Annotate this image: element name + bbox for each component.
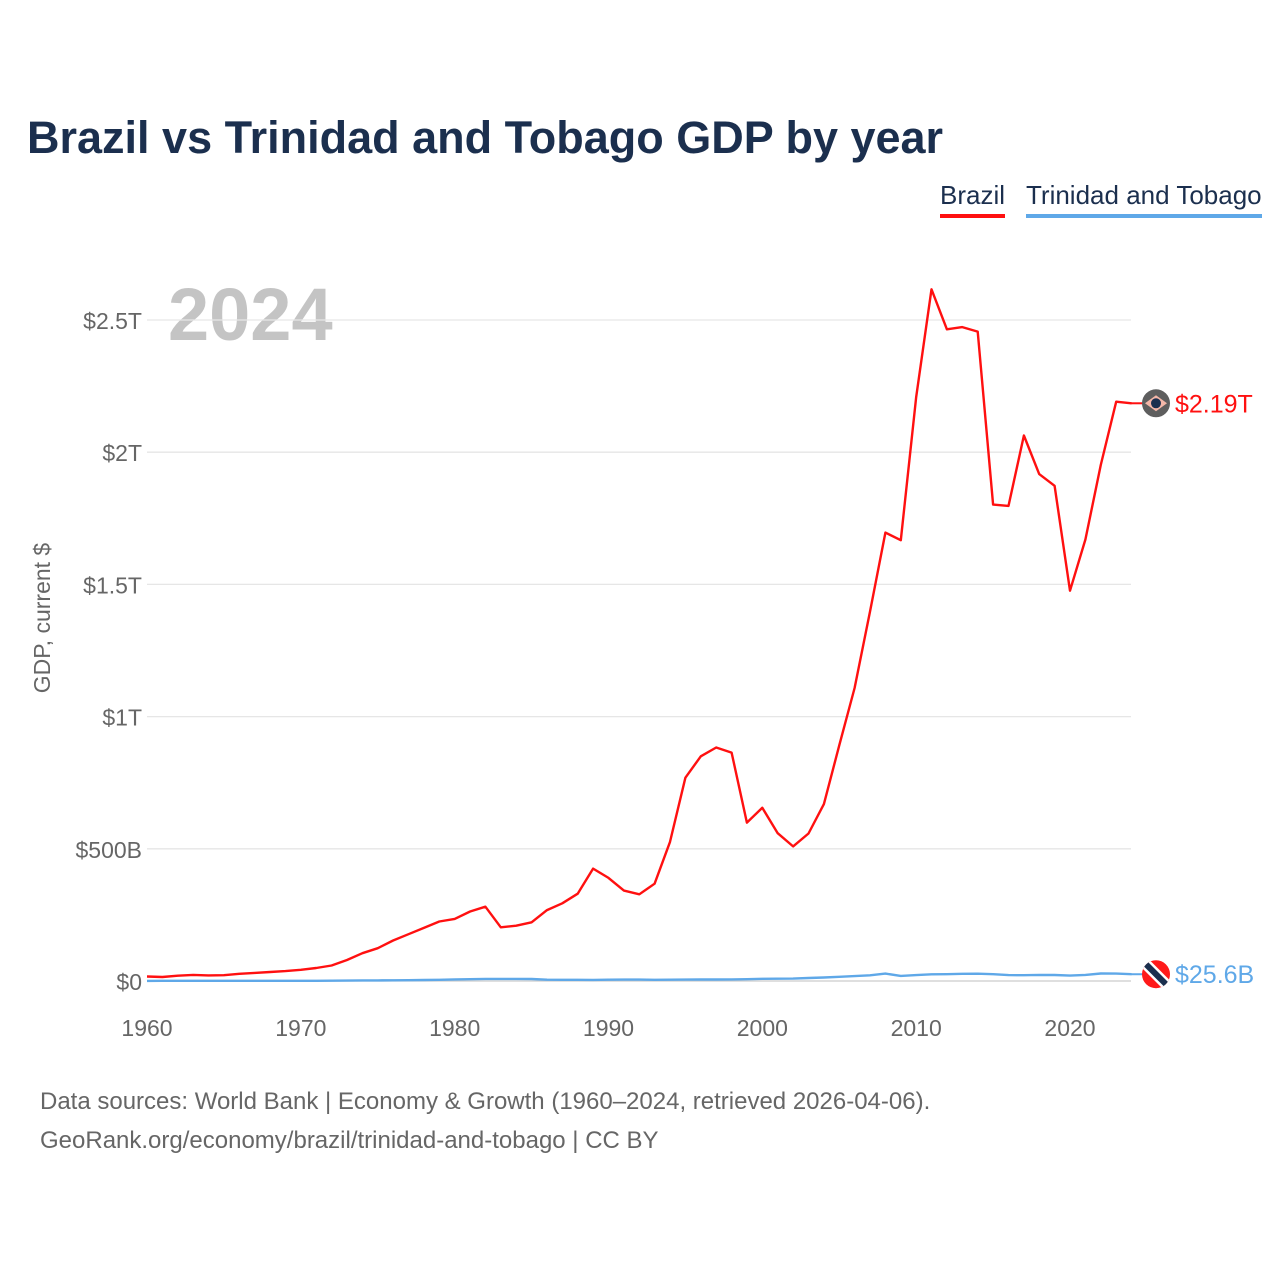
flag-body (1142, 960, 1170, 989)
trinidad-flag-icon (1142, 960, 1170, 989)
chart-title: Brazil vs Trinidad and Tobago GDP by yea… (27, 112, 944, 163)
y-axis-label: GDP, current $ (29, 543, 55, 694)
legend-item-trinidad-and-tobago[interactable]: Trinidad and Tobago (1026, 180, 1262, 218)
brazil-flag-icon (1142, 389, 1170, 418)
y-tick-label: $1T (102, 705, 142, 731)
x-tick-label: 1960 (121, 1015, 172, 1041)
x-tick-label: 1970 (275, 1015, 326, 1041)
year-watermark: 2024 (168, 273, 333, 356)
flag-globe (1151, 398, 1161, 409)
source-link[interactable]: GeoRank.org/economy/brazil/trinidad-and-… (40, 1127, 659, 1154)
end-value-label: $25.6B (1175, 961, 1254, 989)
x-tick-label: 1980 (429, 1015, 480, 1041)
x-tick-label: 2000 (737, 1015, 788, 1041)
y-tick-label: $2.5T (83, 308, 142, 334)
y-tick-label: $0 (116, 969, 142, 995)
series-line-brazil (146, 288, 1132, 979)
y-tick-label: $2T (102, 440, 142, 466)
x-tick-label: 1990 (583, 1015, 634, 1041)
x-tick-label: 2020 (1044, 1015, 1095, 1041)
y-tick-label: $500B (75, 837, 142, 863)
legend-item-brazil[interactable]: Brazil (940, 180, 1006, 218)
flag-stripe-black (1142, 960, 1170, 989)
end-value-label: $2.19T (1175, 390, 1253, 418)
x-tick-label: 2010 (891, 1015, 942, 1041)
data-sources: Data sources: World Bank | Economy & Gro… (40, 1088, 931, 1115)
series-line-trinidad-and-tobago (146, 972, 1132, 983)
y-tick-label: $1.5T (83, 572, 142, 598)
footer: Data sources: World Bank | Economy & Gro… (40, 1082, 930, 1160)
